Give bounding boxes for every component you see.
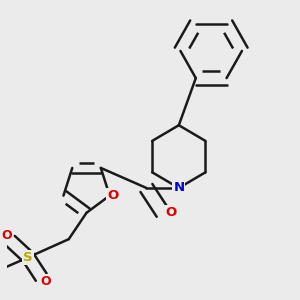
Text: N: N [173, 182, 184, 194]
Text: O: O [107, 189, 118, 202]
Text: O: O [41, 274, 51, 288]
Text: S: S [23, 251, 33, 264]
Text: O: O [1, 230, 12, 242]
Text: O: O [165, 206, 176, 219]
